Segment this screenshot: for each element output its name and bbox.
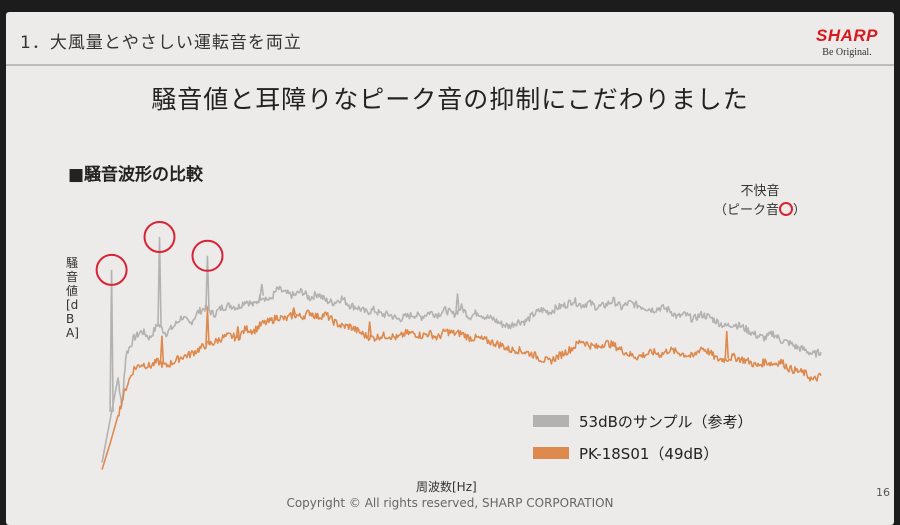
peak-spike-0-0 [109,269,114,412]
noise-waveform-chart [95,221,822,470]
section-title: 1．大風量とやさしい運転音を両立 [20,33,302,53]
peak-spike-0-4 [455,293,460,312]
legend-item-pk18s01: PK-18S01（49dB） [533,440,752,466]
annotation-line1: 不快音 [740,184,780,199]
page-number: 16 [876,486,890,499]
y-axis-label: 騒音値[dBA] [66,256,79,340]
header-divider [6,64,894,66]
legend-swatch-reference [533,415,569,427]
slide-header: 1．大風量とやさしい運転音を両立 SHARP Be Original. [6,12,894,74]
slide: 1．大風量とやさしい運転音を両立 SHARP Be Original. 騒音値と… [6,12,894,525]
peak-spike-0-1 [157,236,162,326]
peak-spike-0-2 [205,255,210,309]
chart-legend: 53dBのサンプル（参考） PK-18S01（49dB） [533,408,752,472]
x-axis-label: 周波数[Hz] [416,480,477,494]
annotation-prefix: （ピーク音 [713,203,779,218]
peak-spike-1-5 [724,330,730,359]
annotation-line2: （ピーク音 ） [710,201,810,220]
logo-tagline: Be Original. [822,47,872,58]
peak-spike-1-0 [159,335,165,364]
logo-wordmark: SHARP [815,26,878,45]
legend-label-pk18s01: PK-18S01（49dB） [579,444,719,463]
annotation-suffix: ） [793,203,807,218]
peak-spike-1-2 [235,326,241,339]
peak-annotation: 不快音 （ピーク音 ） [710,182,810,220]
legend-label-reference: 53dBのサンプル（参考） [579,412,753,431]
series-line-1 [101,309,822,470]
peak-circle-1 [143,221,176,253]
peak-circle-icon [779,202,793,216]
main-title: 騒音値と耳障りなピーク音の抑制にこだわりました [151,85,749,114]
copyright-footer: Copyright © All rights reserved, SHARP C… [286,496,614,510]
peak-spike-1-4 [367,321,372,337]
chart-subtitle: ■騒音波形の比較 [68,165,204,185]
peak-spike-0-3 [259,283,265,296]
legend-item-reference: 53dBのサンプル（参考） [533,408,752,434]
legend-swatch-pk18s01 [533,447,569,459]
peak-spike-1-1 [205,307,210,345]
peak-spike-1-3 [291,307,297,315]
series-line-0 [101,285,822,463]
peak-circle-2 [191,239,224,272]
peak-circle-0 [95,253,128,286]
sharp-logo: SHARP Be Original. [812,26,882,58]
